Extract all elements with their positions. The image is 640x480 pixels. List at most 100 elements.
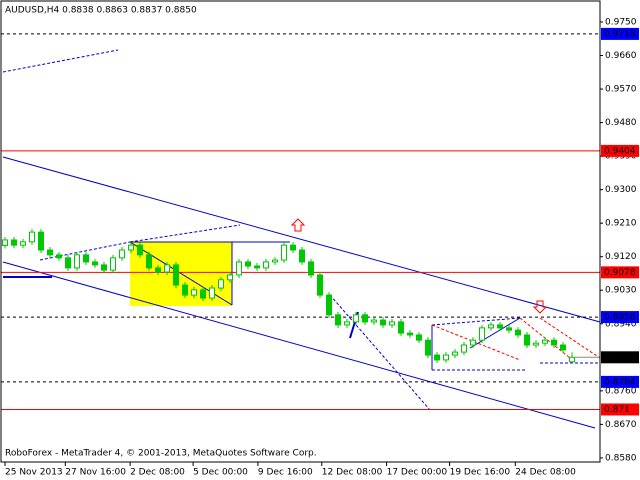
candle-body — [371, 319, 377, 323]
candle-body — [506, 327, 512, 331]
y-tick-label: 0.9030 — [605, 286, 637, 296]
arrow-up — [290, 218, 306, 232]
candle-body — [317, 274, 323, 296]
level-label: 0.871 — [604, 405, 630, 415]
candle-body — [173, 264, 179, 286]
candle-body — [560, 344, 566, 351]
trend-line — [2, 49, 119, 73]
candle-body — [434, 354, 440, 361]
candle-body — [461, 344, 467, 353]
candle-body — [443, 354, 449, 361]
x-tick-label: 27 Nov 16:00 — [65, 468, 126, 478]
y-tick-label: 0.9660 — [605, 51, 637, 61]
candle-body — [155, 267, 161, 273]
candle-body — [299, 249, 305, 263]
chart-title: AUDUSD,H4 0.8838 0.8863 0.8837 0.8850 — [5, 6, 197, 16]
y-tick-label: 0.8760 — [605, 386, 637, 396]
channel-line — [2, 261, 596, 429]
level-label: 0.8958 — [604, 313, 636, 323]
candle-body — [11, 239, 17, 246]
level-label-bg — [601, 375, 639, 388]
footer: RoboForex - MetaTrader 4, © 2001-2013, M… — [5, 449, 317, 459]
candle-body — [326, 294, 332, 316]
candle-body — [398, 321, 404, 334]
candle-body — [65, 257, 71, 269]
trend-line — [39, 241, 131, 261]
candle-body — [182, 284, 188, 296]
y-tick-label: 0.8670 — [605, 420, 637, 430]
candle-body — [425, 339, 431, 356]
trend-line — [469, 317, 521, 349]
level-label-bg — [601, 144, 639, 157]
candle-body — [245, 261, 251, 267]
candle-body — [362, 314, 368, 323]
candle-body — [452, 351, 458, 356]
candle-body — [542, 339, 548, 344]
x-tick-label: 12 Dec 08:00 — [322, 468, 383, 478]
candle-body — [2, 239, 8, 247]
candle-body — [164, 264, 170, 273]
x-tick-label: 25 Nov 2013 — [5, 468, 63, 478]
candle-body — [74, 254, 80, 269]
candle-body — [569, 356, 575, 363]
candle-body — [47, 249, 53, 256]
y-tick-label: 0.9210 — [605, 219, 637, 229]
candle-body — [389, 321, 395, 326]
level-label: 0.8784 — [604, 377, 636, 387]
level-label: 0.9404 — [604, 146, 636, 156]
candle-body — [29, 231, 35, 243]
candle-body — [290, 244, 296, 251]
candle-body — [479, 327, 485, 341]
level-label: 0.9078 — [604, 268, 636, 278]
plot-frame — [0, 0, 601, 463]
x-tick-label: 9 Dec 16:00 — [258, 468, 313, 478]
candle-body — [254, 265, 260, 269]
candle-body — [92, 261, 98, 266]
candle-body — [533, 342, 539, 346]
candle-body — [218, 279, 224, 289]
candle-body — [515, 329, 521, 336]
candle-body — [263, 261, 269, 269]
channel-line — [2, 156, 601, 323]
y-tick-label: 0.9300 — [605, 185, 637, 195]
candle-body — [119, 249, 125, 259]
y-tick-label: 0.9570 — [605, 85, 637, 95]
candle-body — [497, 324, 503, 329]
trend-line — [329, 294, 431, 411]
candle-body — [200, 289, 206, 299]
candle-body — [488, 324, 494, 329]
level-label-bg — [601, 403, 639, 416]
candle-body — [20, 241, 26, 246]
x-tick-label: 2 Dec 08:00 — [130, 468, 185, 478]
x-tick-label: 17 Dec 00:00 — [387, 468, 448, 478]
trend-line — [539, 317, 601, 359]
candle-body — [308, 261, 314, 276]
candle-body — [524, 334, 530, 346]
y-tick-label: 0.8940 — [605, 319, 637, 329]
level-label-bg — [601, 27, 639, 40]
current-price-bg — [601, 351, 639, 364]
candle-body — [551, 339, 557, 346]
candle-body — [38, 231, 44, 251]
candle-body — [128, 244, 134, 251]
candle-body — [353, 314, 359, 323]
candle-body — [101, 264, 107, 271]
candle-body — [236, 261, 242, 276]
x-tick-label: 24 Dec 08:00 — [515, 468, 576, 478]
level-label: 0.9718 — [604, 29, 636, 39]
trend-line — [129, 224, 241, 243]
candle-body — [209, 287, 215, 299]
candle-body — [380, 319, 386, 326]
marks — [1, 33, 600, 410]
candle-body — [281, 244, 287, 261]
x-tick-label: 19 Dec 16:00 — [450, 468, 511, 478]
y-tick-label: 0.9480 — [605, 118, 637, 128]
candle-body — [191, 289, 197, 296]
level-label-bg — [601, 266, 639, 279]
y-tick-label: 0.8580 — [605, 453, 637, 463]
candle-body — [470, 339, 476, 346]
arrow-down — [532, 300, 548, 314]
